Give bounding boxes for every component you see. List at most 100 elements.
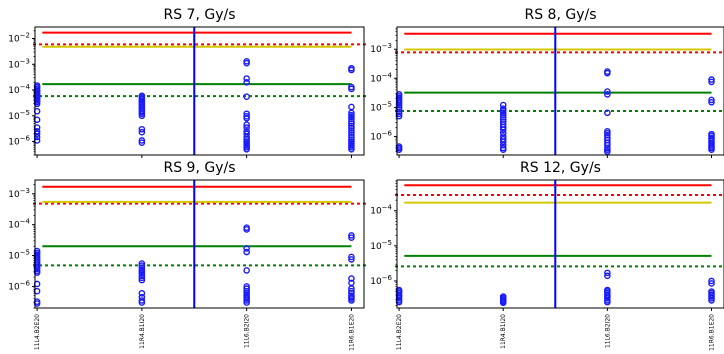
- data-point-3-10: [243, 124, 250, 131]
- data-point-3-5: [604, 109, 611, 117]
- data-point-1-9: [395, 106, 403, 113]
- data-point-4-2: [348, 234, 355, 241]
- axes-frame: [34, 179, 365, 309]
- data-point-4-4: [348, 256, 355, 263]
- data-point-4-3: [348, 253, 355, 261]
- panel-1: RS 7, Gy/s 10−6 10−5 10−4 10−3 10−2: [8, 7, 366, 158]
- data-point-3-16: [243, 140, 250, 147]
- data-point-3-3: [243, 75, 250, 82]
- panel-4: RS 12, Gy/s 10−6 10−5 10−4 11L4.B2E20 11R4.B1…: [370, 160, 724, 351]
- y-tick-label: 10−5: [8, 109, 30, 122]
- data-point-3-13: [243, 297, 250, 304]
- data-point-2-2: [138, 262, 146, 269]
- data-point-4-12: [348, 122, 355, 130]
- data-point-1-19: [33, 133, 41, 141]
- data-point-2-1: [138, 260, 146, 267]
- data-point-2-12: [499, 129, 507, 137]
- data-point-3-9: [243, 121, 250, 129]
- y-tick-label: 10−5: [370, 239, 392, 252]
- data-point-2-6: [499, 114, 507, 121]
- x-tick-label: 11R6.B1E20: [348, 314, 355, 351]
- data-point-3-14: [243, 136, 250, 143]
- data-point-2-13: [138, 112, 146, 120]
- x-tick-label: 11L4.B2E20: [34, 314, 41, 350]
- data-point-2-12: [138, 110, 146, 118]
- data-point-2-9: [138, 276, 146, 284]
- data-point-4-23: [348, 145, 355, 153]
- data-point-3-14: [243, 299, 250, 306]
- y-tick-label: 10−6: [8, 135, 30, 148]
- y-tick-label: 10−3: [8, 187, 30, 200]
- data-point-1-14: [33, 107, 41, 115]
- y-tick-label: 10−6: [370, 129, 392, 142]
- data-point-2-17: [138, 139, 146, 147]
- data-point-1-6: [395, 295, 403, 302]
- data-point-4-22: [348, 143, 355, 151]
- data-point-4-2: [708, 78, 715, 86]
- data-point-2-15: [499, 138, 507, 146]
- data-point-3-2: [604, 69, 611, 77]
- data-point-3-5: [243, 93, 250, 101]
- data-point-4-4: [708, 98, 715, 106]
- y-tick-label: 10−5: [8, 249, 30, 262]
- data-point-4-8: [708, 297, 715, 304]
- y-tick-label: 10−3: [8, 57, 30, 70]
- data-point-2-14: [499, 135, 507, 143]
- data-point-1-17: [33, 300, 41, 307]
- data-point-4-18: [348, 136, 355, 143]
- y-tick-label: 10−4: [8, 83, 30, 96]
- data-point-4-2: [348, 66, 355, 74]
- data-point-4-5: [348, 275, 355, 282]
- data-point-2-18: [499, 146, 507, 153]
- data-point-4-4: [348, 85, 355, 93]
- data-point-1-1: [33, 247, 41, 255]
- data-point-3-4: [243, 78, 250, 86]
- data-point-4-20: [348, 140, 355, 147]
- y-tick-label: 10−3: [370, 42, 392, 55]
- data-point-1-15: [395, 146, 403, 153]
- data-point-2-2: [499, 105, 507, 112]
- data-point-4-2: [708, 280, 715, 287]
- panel-title: RS 12, Gy/s: [520, 160, 601, 176]
- data-point-3-2: [243, 226, 250, 233]
- data-point-1-14: [33, 280, 41, 288]
- x-tick-label: 11L6.B2I20: [244, 314, 251, 348]
- data-point-4-13: [348, 297, 355, 304]
- data-point-1-16: [33, 124, 41, 131]
- data-point-3-19: [243, 145, 250, 153]
- data-point-1-8: [395, 298, 403, 306]
- y-tick-label: 10−6: [370, 274, 392, 287]
- data-point-2-6: [138, 270, 146, 277]
- data-point-3-5: [243, 267, 250, 274]
- data-point-2-16: [138, 137, 146, 144]
- data-point-4-14: [708, 146, 715, 153]
- data-point-2-8: [138, 274, 146, 282]
- data-point-2-11: [499, 126, 507, 134]
- data-point-3-8: [243, 287, 250, 295]
- data-point-2-6: [499, 299, 507, 307]
- x-tick-label: 11R4.B1I20: [500, 314, 507, 349]
- data-point-4-1: [348, 232, 355, 239]
- data-point-4-1: [708, 277, 715, 285]
- axes-frame: [396, 179, 724, 309]
- data-point-1-20: [33, 137, 41, 144]
- data-point-3-8: [604, 295, 611, 302]
- data-point-4-6: [348, 109, 355, 117]
- data-point-2-14: [138, 125, 146, 133]
- panel-title: RS 8, Gy/s: [524, 7, 596, 23]
- data-point-1-7: [395, 101, 403, 109]
- data-point-4-5: [348, 103, 355, 111]
- y-tick-label: 10−5: [370, 100, 392, 113]
- data-point-3-4: [243, 248, 250, 256]
- data-point-2-13: [138, 299, 146, 306]
- y-tick-label: 10−6: [8, 279, 30, 292]
- x-tick-label: 11L4.B2E20: [396, 314, 403, 350]
- data-point-4-7: [708, 295, 715, 302]
- axes-frame: [396, 26, 724, 156]
- data-point-3-18: [243, 143, 250, 151]
- data-point-3-3: [243, 245, 250, 252]
- data-point-2-10: [499, 123, 507, 131]
- data-point-4-15: [348, 129, 355, 137]
- y-tick-label: 10−4: [370, 71, 392, 84]
- data-point-3-8: [243, 114, 250, 122]
